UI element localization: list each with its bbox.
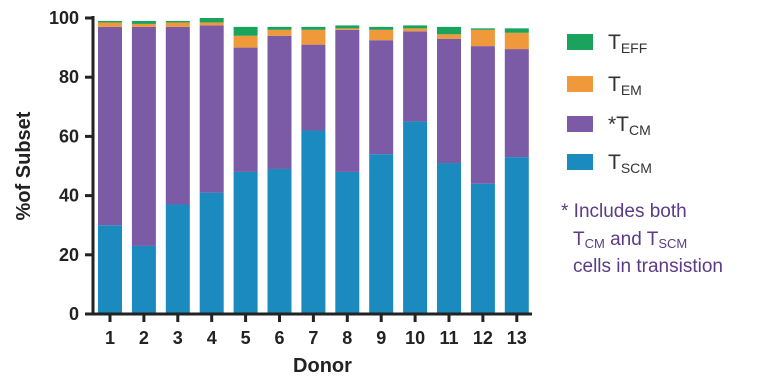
bar-segment-tscm-donor-13 [504, 157, 529, 314]
bar-segment-tcm-donor-13 [504, 49, 529, 158]
legend-swatch-tcm [567, 116, 593, 132]
bar-segment-tem-donor-12 [470, 29, 495, 47]
bar-segment-tcm-donor-12 [470, 46, 495, 184]
y-tick-label: 40 [59, 186, 79, 206]
bar-segment-teff-donor-8 [335, 25, 360, 29]
bar-segment-teff-donor-7 [301, 26, 326, 30]
bar-segment-tscm-donor-6 [267, 168, 292, 314]
bar-segment-tscm-donor-7 [301, 130, 326, 314]
x-tick-label: 8 [342, 328, 352, 348]
bar-segment-teff-donor-3 [165, 20, 190, 23]
bar-segment-tscm-donor-4 [199, 192, 224, 314]
footnote-and-t: and T [605, 229, 659, 250]
bar-segment-tscm-donor-12 [470, 183, 495, 314]
y-tick-label: 60 [59, 126, 79, 146]
x-tick-label: 6 [274, 328, 284, 348]
bar-segment-teff-donor-9 [369, 26, 394, 30]
x-axis-title: Donor [293, 355, 352, 377]
bar-segment-tcm-donor-1 [98, 26, 122, 226]
bar-segment-teff-donor-4 [199, 18, 224, 23]
legend-label-tem: TEM [608, 73, 642, 98]
x-tick-label: 9 [376, 328, 386, 348]
bar-segment-tem-donor-8 [335, 28, 360, 30]
x-tick-label: 12 [473, 328, 493, 348]
bar-segment-tem-donor-13 [504, 32, 529, 50]
bar-segment-tcm-donor-6 [267, 35, 292, 169]
y-tick-label: 100 [49, 8, 79, 28]
bar-segment-tem-donor-2 [131, 23, 156, 27]
y-tick-label: 20 [59, 245, 79, 265]
bar-segment-tem-donor-9 [369, 29, 394, 41]
bar-segment-teff-donor-2 [131, 20, 156, 24]
y-tick-label: 80 [59, 67, 79, 87]
bar-segment-teff-donor-5 [233, 26, 258, 36]
bar-segment-teff-donor-13 [504, 28, 529, 33]
legend-label-teff: TEFF [608, 31, 647, 56]
footnote-line-2: TCM and TSCM [573, 229, 687, 251]
bar-segment-tcm-donor-3 [165, 26, 190, 205]
bar-segment-tcm-donor-4 [199, 25, 224, 193]
bar-segment-tscm-donor-9 [369, 154, 394, 314]
footnote-line-3: cells in transistion [573, 256, 723, 277]
y-ticks-group: 0 20 40 60 80 100 [49, 8, 93, 324]
x-tick-label: 13 [507, 328, 527, 348]
legend-swatch-teff [567, 34, 593, 50]
y-axis-title: %of Subset [13, 111, 35, 220]
x-ticks-group: 1 2 3 4 5 6 7 8 9 10 11 12 13 [105, 314, 527, 348]
legend-swatch-tscm [567, 154, 593, 170]
bar-segment-tcm-donor-10 [403, 31, 428, 122]
bar-segment-teff-donor-10 [403, 25, 428, 29]
bar-segment-tscm-donor-3 [165, 204, 190, 314]
bar-segment-tem-donor-11 [437, 34, 461, 39]
x-tick-label: 5 [241, 328, 251, 348]
footnote: * Includes both TCM and TSCM cells in tr… [561, 201, 723, 277]
bar-segment-tscm-donor-10 [403, 121, 428, 314]
x-tick-label: 7 [308, 328, 318, 348]
bar-segment-tcm-donor-9 [369, 40, 394, 155]
footnote-line-1: * Includes both [561, 201, 687, 222]
bar-segment-tcm-donor-7 [301, 44, 326, 131]
bar-segment-tscm-donor-1 [98, 225, 122, 314]
bar-segment-tscm-donor-5 [233, 171, 258, 314]
bar-segment-tem-donor-4 [199, 22, 224, 26]
bar-segment-tem-donor-5 [233, 35, 258, 48]
bar-segment-tcm-donor-11 [437, 38, 461, 164]
x-tick-label: 4 [207, 328, 217, 348]
bar-segment-tcm-donor-2 [131, 26, 156, 246]
bar-segment-teff-donor-11 [437, 26, 461, 35]
footnote-tcm-main: T [573, 229, 585, 250]
x-tick-label: 10 [405, 328, 425, 348]
bars-group [98, 18, 529, 314]
y-tick-label: 0 [69, 304, 79, 324]
legend-swatch-tem [567, 76, 593, 92]
bar-segment-tscm-donor-11 [437, 163, 461, 314]
footnote-tscm-sub: SCM [658, 236, 687, 251]
bar-segment-tcm-donor-8 [335, 29, 360, 172]
bar-segment-teff-donor-12 [470, 28, 495, 30]
x-tick-label: 2 [139, 328, 149, 348]
legend-label-tcm: *TCM [608, 113, 651, 138]
x-tick-label: 11 [439, 328, 458, 348]
x-tick-label: 3 [173, 328, 183, 348]
bar-segment-tem-donor-3 [165, 22, 190, 27]
bar-segment-teff-donor-1 [98, 20, 122, 23]
bar-segment-tem-donor-7 [301, 29, 326, 45]
bar-segment-teff-donor-6 [267, 26, 292, 30]
legend-label-tscm: TSCM [608, 151, 652, 176]
legend: TEFF TEM *TCM TSCM [567, 31, 652, 176]
x-tick-label: 1 [105, 328, 115, 348]
axes-group [91, 16, 532, 316]
bar-segment-tem-donor-6 [267, 29, 292, 36]
bar-segment-tcm-donor-5 [233, 47, 258, 172]
footnote-tcm-sub: CM [585, 236, 605, 251]
bar-segment-tem-donor-10 [403, 28, 428, 32]
bar-segment-tscm-donor-8 [335, 171, 360, 314]
bar-segment-tem-donor-1 [98, 22, 122, 27]
bar-segment-tscm-donor-2 [131, 245, 156, 314]
